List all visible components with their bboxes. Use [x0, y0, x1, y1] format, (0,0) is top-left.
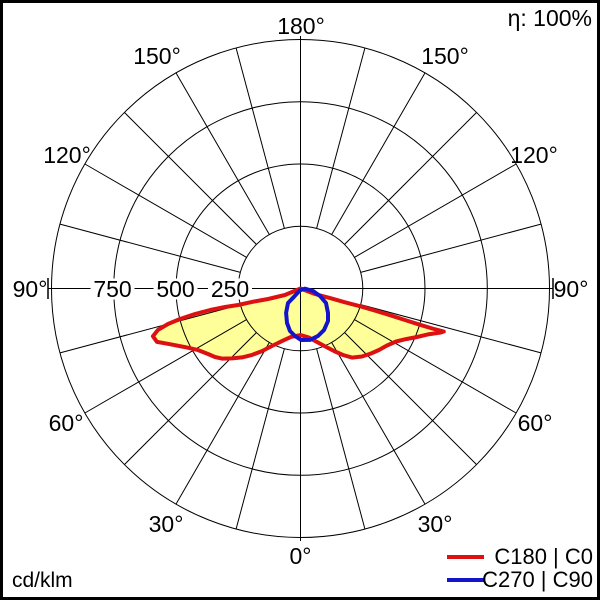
grid-spoke	[344, 112, 477, 245]
grid-spoke	[84, 319, 247, 414]
grid-spoke	[316, 47, 366, 229]
angle-label-180: 180°	[277, 13, 325, 39]
legend-label-c90: C270 | C90	[482, 567, 593, 592]
ring-label-500: 500	[156, 276, 194, 302]
angle-label-120-left: 120°	[43, 142, 91, 168]
ring-label-chip	[90, 278, 135, 300]
c270-c90-curve	[284, 286, 330, 342]
ring-label-750: 750	[93, 276, 131, 302]
ring-label-chip	[153, 278, 198, 300]
grid-spoke	[235, 47, 285, 229]
angle-label-60-left: 60°	[49, 410, 84, 436]
angle-label-90-right: 90°	[554, 276, 589, 302]
angle-label-0: 0°	[290, 543, 312, 569]
grid-spoke	[331, 342, 426, 505]
grid-spoke	[354, 163, 517, 258]
grid-spoke	[59, 223, 241, 273]
grid-spoke	[124, 112, 257, 245]
c0-c180-curve	[150, 286, 446, 361]
angle-label-30-left: 30°	[149, 511, 184, 537]
ring-label-chip	[208, 278, 252, 300]
angle-label-60-right: 60°	[518, 410, 553, 436]
grid-spoke	[360, 223, 542, 273]
polar-grid	[47, 36, 554, 541]
angle-label-120-right: 120°	[510, 142, 558, 168]
c0-c180-fill	[152, 288, 444, 359]
grid-spoke	[84, 163, 247, 258]
legend-label-c0: C180 | C0	[494, 544, 593, 569]
grid-spoke	[59, 304, 241, 354]
angle-label-30-right: 30°	[418, 511, 453, 537]
grid-spoke	[360, 304, 542, 354]
grid-spoke	[235, 348, 285, 530]
grid-spoke	[175, 342, 270, 505]
angle-label-150-left: 150°	[133, 43, 181, 69]
grid-spoke	[175, 72, 270, 235]
grid-spoke	[316, 348, 366, 530]
grid-spoke	[331, 72, 426, 235]
grid-spoke	[354, 319, 517, 414]
grid-spoke	[124, 332, 257, 465]
legend: C180 | C0 C270 | C90	[447, 544, 593, 592]
unit-label: cd/klm	[12, 569, 73, 592]
angle-label-90-left: 90°	[13, 276, 48, 302]
angle-label-150-right: 150°	[421, 43, 469, 69]
ring-label-250: 250	[211, 276, 249, 302]
efficiency-label: η: 100%	[508, 5, 592, 31]
